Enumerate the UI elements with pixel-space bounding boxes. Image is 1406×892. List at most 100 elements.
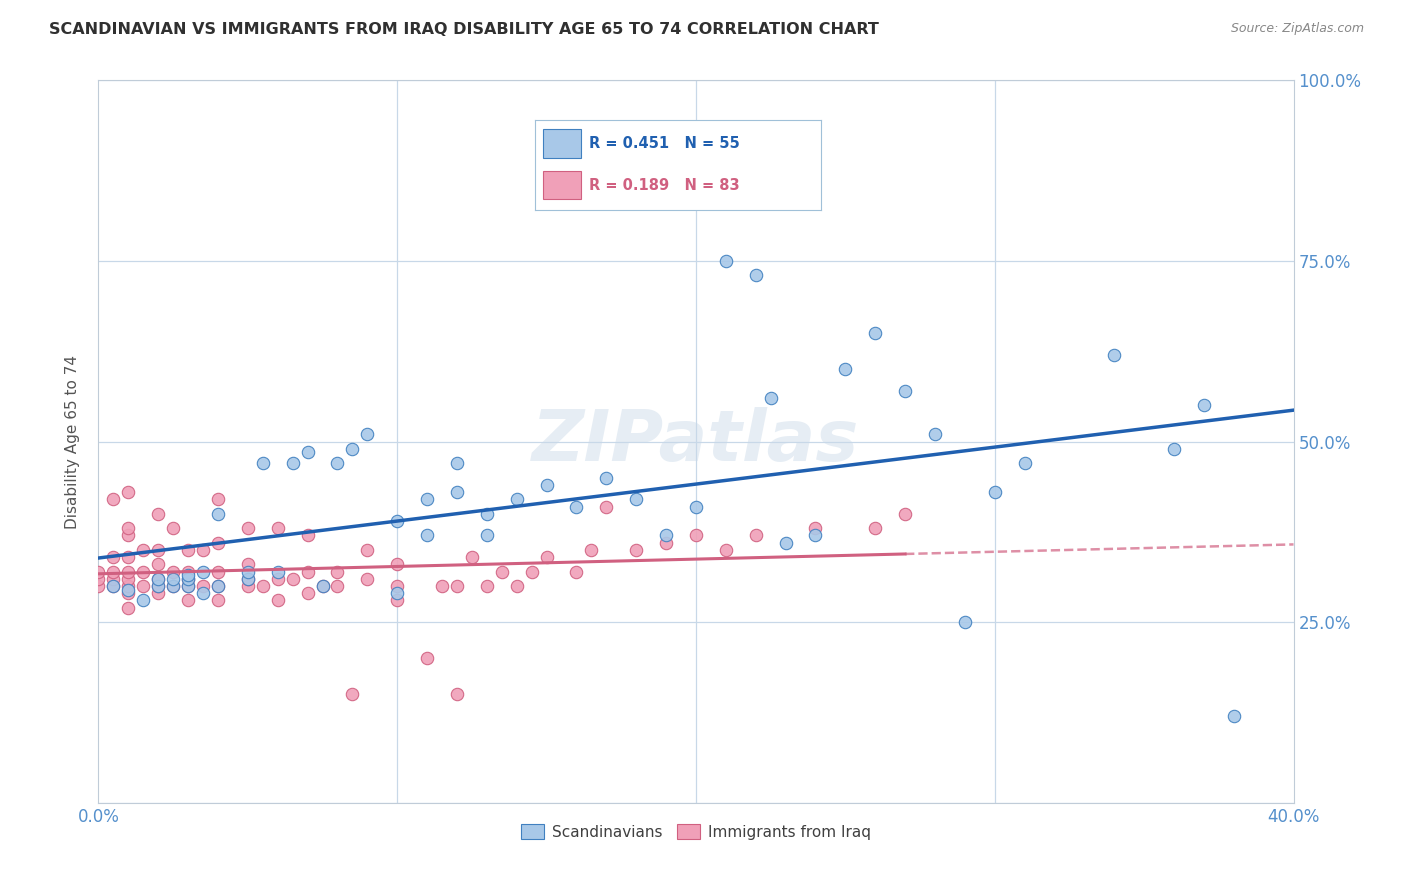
Point <box>565 565 588 579</box>
Point <box>446 456 468 470</box>
Point <box>385 579 409 593</box>
Point <box>506 579 529 593</box>
Point <box>506 492 529 507</box>
Point <box>252 456 274 470</box>
Text: SCANDINAVIAN VS IMMIGRANTS FROM IRAQ DISABILITY AGE 65 TO 74 CORRELATION CHART: SCANDINAVIAN VS IMMIGRANTS FROM IRAQ DIS… <box>49 22 879 37</box>
Point <box>924 427 946 442</box>
Point <box>191 542 214 557</box>
Point <box>103 579 125 593</box>
Point <box>162 565 184 579</box>
Point <box>446 485 468 500</box>
Point <box>177 568 200 582</box>
Point <box>103 565 125 579</box>
Point <box>236 565 259 579</box>
Point <box>385 586 409 600</box>
Point <box>148 579 170 593</box>
Point <box>297 445 319 459</box>
Point <box>162 521 184 535</box>
Point <box>356 572 378 586</box>
Point <box>297 586 319 600</box>
Point <box>103 492 125 507</box>
Point <box>1014 456 1036 470</box>
Point <box>87 565 110 579</box>
Point <box>745 268 768 283</box>
Y-axis label: Disability Age 65 to 74: Disability Age 65 to 74 <box>65 354 80 529</box>
Point <box>117 572 139 586</box>
Point <box>281 572 304 586</box>
Point <box>626 492 648 507</box>
Point <box>207 593 229 607</box>
Point <box>117 586 139 600</box>
Point <box>342 687 364 701</box>
Point <box>1163 442 1185 456</box>
Point <box>385 558 409 572</box>
Point <box>984 485 1007 500</box>
Point <box>117 579 139 593</box>
Point <box>117 485 139 500</box>
Point <box>117 521 139 535</box>
Point <box>446 687 468 701</box>
Point <box>267 572 290 586</box>
Point <box>1192 398 1215 412</box>
Point <box>87 579 110 593</box>
Point <box>177 579 200 593</box>
Point <box>1223 709 1246 723</box>
Point <box>191 586 214 600</box>
Point <box>177 542 200 557</box>
Point <box>356 427 378 442</box>
Point <box>236 558 259 572</box>
Point <box>132 542 155 557</box>
Point <box>714 542 737 557</box>
Text: ZIPatlas: ZIPatlas <box>533 407 859 476</box>
Point <box>446 579 468 593</box>
Point <box>804 528 827 542</box>
Point <box>236 572 259 586</box>
Point <box>162 572 184 586</box>
Point <box>117 528 139 542</box>
Point <box>148 579 170 593</box>
Point <box>536 478 558 492</box>
Point <box>177 572 200 586</box>
Point <box>207 507 229 521</box>
Point <box>117 582 139 597</box>
Point <box>385 593 409 607</box>
Point <box>191 579 214 593</box>
Point <box>267 593 290 607</box>
Point <box>207 579 229 593</box>
Point <box>759 391 782 405</box>
Point <box>536 550 558 565</box>
Point <box>87 572 110 586</box>
Point <box>207 579 229 593</box>
Point <box>267 565 290 579</box>
Point <box>148 586 170 600</box>
Point <box>430 579 453 593</box>
Point <box>311 579 333 593</box>
Point <box>132 565 155 579</box>
Point <box>655 535 678 549</box>
Point <box>207 492 229 507</box>
Point <box>132 579 155 593</box>
Point <box>177 565 200 579</box>
Point <box>865 521 887 535</box>
Point <box>834 362 856 376</box>
Point <box>252 579 274 593</box>
Point <box>685 528 707 542</box>
Point <box>103 572 125 586</box>
Point <box>207 535 229 549</box>
Point <box>595 470 617 484</box>
Point <box>385 514 409 528</box>
Point <box>865 326 887 340</box>
Point <box>894 507 917 521</box>
Point <box>297 528 319 542</box>
Point <box>595 500 617 514</box>
Text: Source: ZipAtlas.com: Source: ZipAtlas.com <box>1230 22 1364 36</box>
Point <box>953 615 976 630</box>
Point <box>148 572 170 586</box>
Point <box>236 579 259 593</box>
Legend: Scandinavians, Immigrants from Iraq: Scandinavians, Immigrants from Iraq <box>515 818 877 846</box>
Point <box>191 565 214 579</box>
Point <box>148 572 170 586</box>
Point <box>685 500 707 514</box>
Point <box>117 600 139 615</box>
Point <box>475 507 498 521</box>
